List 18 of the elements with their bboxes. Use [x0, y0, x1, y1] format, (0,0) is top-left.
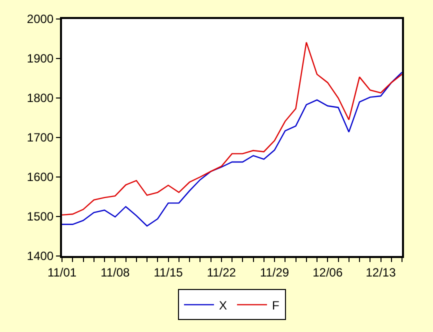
x-tick-label: 11/01 [47, 265, 77, 280]
y-tick-label: 2000 [26, 12, 54, 26]
legend-label: F [272, 298, 280, 312]
x-tick-label: 12/13 [366, 265, 396, 280]
y-tick-label: 1500 [26, 210, 54, 224]
x-tick-label: 11/15 [154, 265, 184, 280]
line-series [62, 42, 402, 216]
x-tick-label: 12/06 [312, 265, 343, 280]
x-tick-label: 11/29 [260, 265, 290, 280]
y-tick-label: 1400 [26, 249, 54, 264]
y-tick-label: 1800 [26, 91, 54, 106]
y-tick-label: 1600 [26, 170, 54, 184]
line-series [62, 72, 402, 227]
x-tick-label: 11/22 [206, 265, 236, 280]
y-tick-label: 1900 [26, 52, 54, 66]
y-tick-label: 1700 [26, 130, 54, 145]
x-tick-label: 11/08 [100, 265, 130, 280]
legend-label: X [219, 298, 228, 312]
